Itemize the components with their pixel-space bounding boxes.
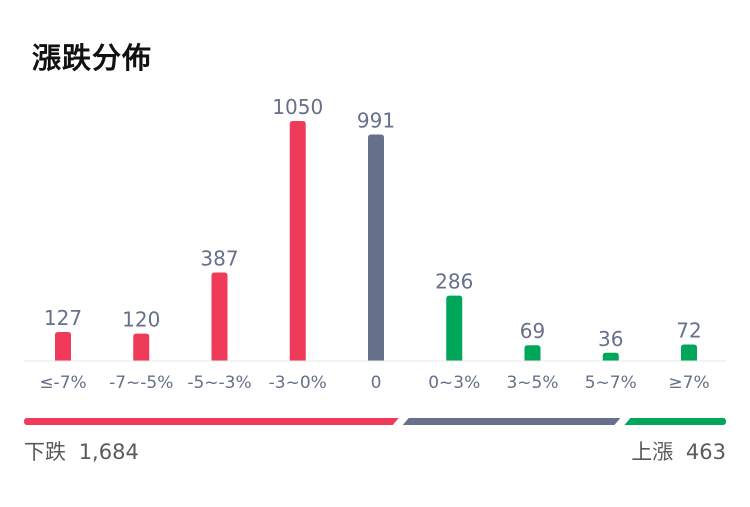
decline-segment — [24, 418, 399, 425]
category-label: 0 — [371, 373, 382, 393]
category-label: -3~0% — [269, 373, 327, 393]
bar-value-label: 120 — [122, 308, 160, 332]
advance-segment — [624, 418, 726, 425]
bar-6 — [446, 295, 463, 361]
bar-2 — [133, 333, 150, 361]
category-label: ≥7% — [668, 373, 709, 393]
flat-segment — [402, 418, 621, 425]
category-label: 3~5% — [506, 373, 558, 393]
decline-count: 1,684 — [78, 440, 139, 464]
bar-value-label: 286 — [435, 270, 473, 294]
bar-4 — [289, 121, 306, 361]
value-labels-layer: 127 120 387 1050 991 286 69 36 72 — [44, 95, 702, 351]
distribution-bar-chart: 127 120 387 1050 991 286 69 36 72 ≤-7% -7~-5% -5~-… — [24, 95, 726, 425]
bar-8 — [602, 352, 619, 361]
category-labels-layer: ≤-7% -7~-5% -5~-3% -3~0% 0 0~3% 3~5% 5~7% ≥7% — [39, 373, 709, 393]
bar-1 — [55, 331, 71, 361]
bar-value-label: 127 — [44, 306, 82, 330]
bar-value-label: 36 — [598, 327, 623, 351]
advance-label: 上漲 — [631, 440, 674, 464]
advance-decline-ratio-bar — [24, 418, 726, 425]
category-label: ≤-7% — [39, 373, 86, 393]
bar-9 — [681, 344, 697, 361]
bar-3 — [211, 272, 228, 361]
bar-value-label: 69 — [520, 319, 545, 343]
category-label: -5~-3% — [187, 373, 251, 393]
advance-summary: 上漲 463 — [631, 437, 726, 467]
decline-label: 下跌 — [24, 440, 66, 464]
bar-value-label: 72 — [676, 319, 701, 343]
bars-layer — [55, 121, 697, 361]
category-label: 0~3% — [428, 373, 480, 393]
bar-value-label: 387 — [200, 247, 238, 271]
category-label: -7~-5% — [109, 373, 173, 393]
category-label: 5~7% — [585, 373, 637, 393]
page-title: 漲跌分佈 — [32, 41, 153, 75]
bar-5 — [368, 134, 384, 361]
decline-summary: 下跌 1,684 — [24, 437, 139, 467]
bar-7 — [524, 345, 541, 361]
bar-value-label: 991 — [357, 108, 395, 132]
bar-value-label: 1050 — [272, 95, 323, 119]
advance-count: 463 — [685, 440, 726, 464]
